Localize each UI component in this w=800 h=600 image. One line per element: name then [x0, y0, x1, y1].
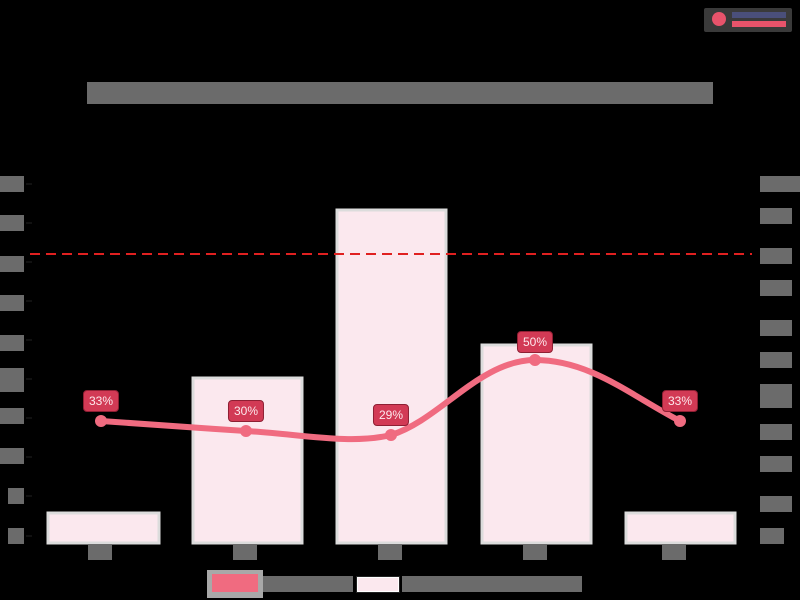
brand-logo: [704, 8, 792, 32]
data-label: 30%: [227, 400, 265, 422]
chart-title: [87, 82, 713, 104]
right-axis-label: [760, 176, 800, 192]
bar: [46, 511, 161, 545]
bar-series: [46, 208, 737, 545]
right-axis-label: [760, 424, 792, 440]
x-axis-label: [378, 544, 402, 560]
right-axis-label: [760, 248, 792, 264]
right-axis-label: [760, 528, 784, 544]
left-axis-label: [0, 176, 24, 192]
logo-mark-icon: [712, 12, 726, 26]
data-label: 29%: [372, 404, 410, 426]
right-axis-label: [760, 320, 792, 336]
right-axis-label: [760, 496, 792, 512]
left-axis-label: [0, 408, 24, 424]
left-axis-label: [0, 295, 24, 311]
left-axis-label: [0, 256, 24, 272]
right-axis-label: [760, 280, 792, 296]
left-axis-label: [0, 448, 24, 464]
line-points: [95, 354, 686, 441]
legend-line-swatch[interactable]: [207, 570, 263, 598]
left-ticks: [26, 183, 32, 537]
logo-text-top: [732, 12, 786, 18]
left-axis-label: [8, 488, 24, 504]
bar: [335, 208, 448, 545]
left-axis-label: [0, 335, 24, 351]
data-label: 33%: [82, 390, 120, 412]
bar: [624, 511, 737, 545]
legend-label-line: [263, 576, 353, 592]
left-axis-label: [0, 368, 24, 392]
right-axis-label: [760, 456, 792, 472]
legend-bar-swatch[interactable]: [356, 576, 400, 593]
x-axis-label: [662, 544, 686, 560]
bar: [480, 343, 593, 545]
data-label: 50%: [516, 331, 554, 353]
x-axis-label: [233, 544, 257, 560]
right-axis-label: [760, 208, 792, 224]
legend-label-bar: [402, 576, 582, 592]
logo-text-bottom: [732, 21, 786, 27]
right-axis-label: [760, 384, 792, 408]
x-axis-label: [523, 544, 547, 560]
right-axis-label: [760, 352, 792, 368]
left-axis-label: [8, 528, 24, 544]
left-axis-label: [0, 215, 24, 231]
data-label: 33%: [661, 390, 699, 412]
x-axis-label: [88, 544, 112, 560]
